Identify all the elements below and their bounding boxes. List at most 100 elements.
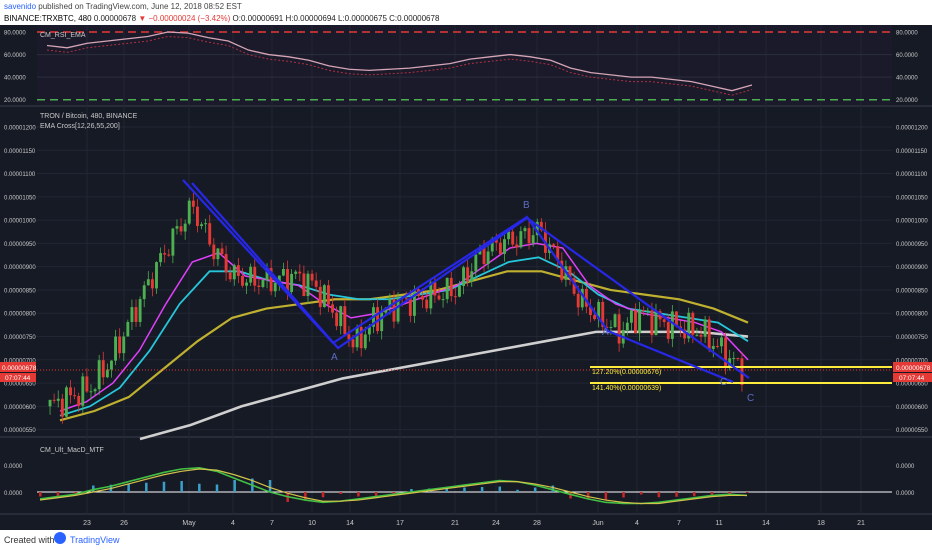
candle [171, 227, 175, 264]
candle-body [212, 244, 216, 260]
candle [232, 263, 236, 286]
candle-body [552, 244, 556, 247]
candle [408, 290, 412, 323]
candle-body [490, 238, 494, 252]
macd-signal-line [39, 468, 747, 505]
candle [449, 271, 453, 302]
macd-histogram-bar [145, 482, 148, 492]
candle [515, 236, 519, 256]
candle-body [236, 265, 240, 276]
macd-histogram-bar [127, 483, 130, 492]
macd-histogram-bar [198, 483, 201, 492]
candle-body [720, 337, 723, 347]
time-tick-label: 10 [308, 520, 316, 527]
time-tick-label: 26 [120, 520, 128, 527]
candle-body [105, 369, 109, 378]
candle [77, 392, 81, 413]
candle-body [146, 279, 150, 286]
candle-body [715, 345, 719, 347]
candle [437, 287, 441, 301]
candle-body [666, 322, 670, 339]
candle [179, 218, 183, 236]
down-arrow-icon: ▼ [138, 14, 147, 23]
publish-line: savenido published on TradingView.com, J… [4, 2, 242, 11]
candle [421, 288, 425, 309]
candle [318, 279, 322, 316]
candle-body [114, 336, 117, 361]
symbol-line: BINANCE:TRXBTC, 480 0.00000678 ▼ −0.0000… [4, 14, 439, 23]
price-tick-right: 0.00000550 [896, 428, 928, 434]
macd-histogram-bar [586, 492, 590, 500]
time-tick-label: 4 [635, 520, 639, 527]
candle [552, 242, 556, 250]
candle-body [691, 312, 695, 335]
candle [486, 244, 490, 270]
candle-body [97, 360, 101, 390]
candle [732, 351, 736, 367]
wave-label-a1: A [331, 352, 338, 363]
candle [498, 234, 502, 255]
countdown-right-text: 07:07:44 [899, 375, 925, 382]
candle [56, 390, 60, 408]
candle-body [433, 282, 437, 296]
candle [707, 316, 711, 353]
candle-body [589, 306, 592, 316]
time-tick-label: 24 [492, 520, 500, 527]
price-tick-right: 0.00000650 [896, 382, 928, 388]
macd-histogram-bar [215, 484, 219, 492]
candle [93, 387, 97, 396]
time-tick-label: 28 [533, 520, 541, 527]
macd-tick-right: 0.0000 [896, 491, 915, 497]
candle [470, 263, 474, 287]
candle [212, 238, 216, 267]
candle [625, 317, 629, 336]
candle [593, 307, 597, 321]
fib-label-127: 127.20%(0.00000676) [592, 369, 661, 376]
candle [310, 270, 314, 286]
price-tick-right: 0.00000600 [896, 405, 928, 411]
time-tick-label: 21 [451, 520, 459, 527]
time-tick-label: 17 [396, 520, 404, 527]
price-badge-right-text: 0.00000678 [896, 365, 931, 372]
candle [658, 309, 662, 328]
candle-body [466, 267, 470, 282]
candle [711, 338, 715, 358]
macd-histogram-bar [321, 492, 325, 498]
candle-body [171, 228, 175, 256]
candle-body [241, 275, 244, 286]
candle-body [646, 310, 650, 312]
candle [118, 328, 122, 359]
publisher-link[interactable]: savenido [4, 2, 37, 11]
macd-histogram-bar [498, 486, 502, 492]
candle [306, 270, 310, 304]
brand-link[interactable]: TradingView [70, 535, 120, 545]
candle [187, 197, 191, 226]
candle-body [711, 345, 715, 349]
candle-body [429, 282, 433, 309]
main-subtitle: EMA Cross[12,26,55,200] [40, 123, 120, 130]
candle-body [150, 279, 154, 289]
candle-body [601, 301, 605, 327]
price-tick-left: 0.00001100 [4, 172, 36, 178]
macd-tick-left: 0.0000 [4, 464, 23, 470]
candle [142, 281, 146, 308]
candle [64, 385, 68, 419]
candle [343, 299, 347, 336]
candle [703, 315, 707, 343]
candle [89, 384, 93, 400]
candle [441, 292, 445, 308]
candle-body [163, 253, 167, 255]
price-tick-right: 0.00000950 [896, 242, 928, 248]
price-tick-left: 0.00001000 [4, 219, 36, 225]
candle-body [535, 221, 539, 236]
macd-histogram-bar [357, 492, 360, 497]
rsi-tick-left: 80.0000 [4, 31, 26, 37]
price-badge-left [0, 362, 36, 372]
candle [654, 303, 658, 336]
candle [130, 299, 134, 331]
candle-body [195, 206, 199, 227]
ema55-line [59, 270, 749, 422]
candle [97, 354, 101, 395]
candle [539, 218, 543, 233]
price-chart[interactable]: CM_RSI_EMA TRON / Bitcoin, 480, BINANCE … [0, 25, 932, 530]
